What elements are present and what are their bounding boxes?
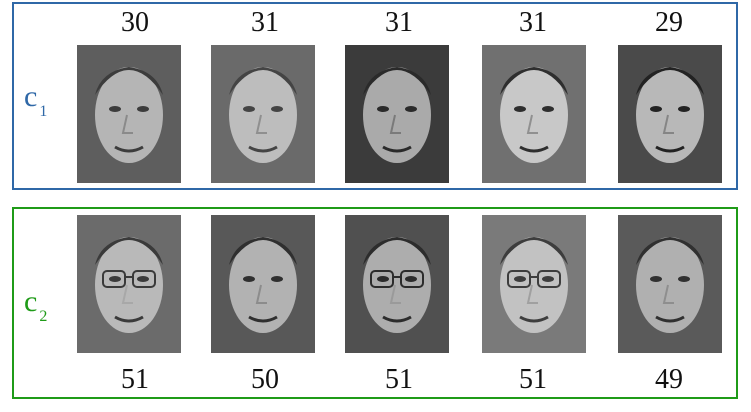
age-label: 51 bbox=[121, 364, 149, 395]
face-image bbox=[482, 45, 586, 183]
cluster-2-subscript: 2 bbox=[39, 308, 48, 325]
face-image bbox=[618, 45, 722, 183]
face-image bbox=[482, 215, 586, 353]
face-image bbox=[77, 45, 181, 183]
age-label: 50 bbox=[251, 364, 279, 395]
age-label: 31 bbox=[519, 7, 547, 38]
age-label: 31 bbox=[251, 7, 279, 38]
face-image bbox=[77, 215, 181, 353]
face-image bbox=[345, 45, 449, 183]
age-label: 51 bbox=[385, 364, 413, 395]
face-image bbox=[211, 215, 315, 353]
cluster-1-subscript: 1 bbox=[39, 103, 48, 120]
age-label: 51 bbox=[519, 364, 547, 395]
face-image bbox=[211, 45, 315, 183]
age-label: 49 bbox=[655, 364, 683, 395]
age-label: 31 bbox=[385, 7, 413, 38]
age-label: 29 bbox=[655, 7, 683, 38]
age-label: 30 bbox=[121, 7, 149, 38]
face-image bbox=[345, 215, 449, 353]
face-image bbox=[618, 215, 722, 353]
